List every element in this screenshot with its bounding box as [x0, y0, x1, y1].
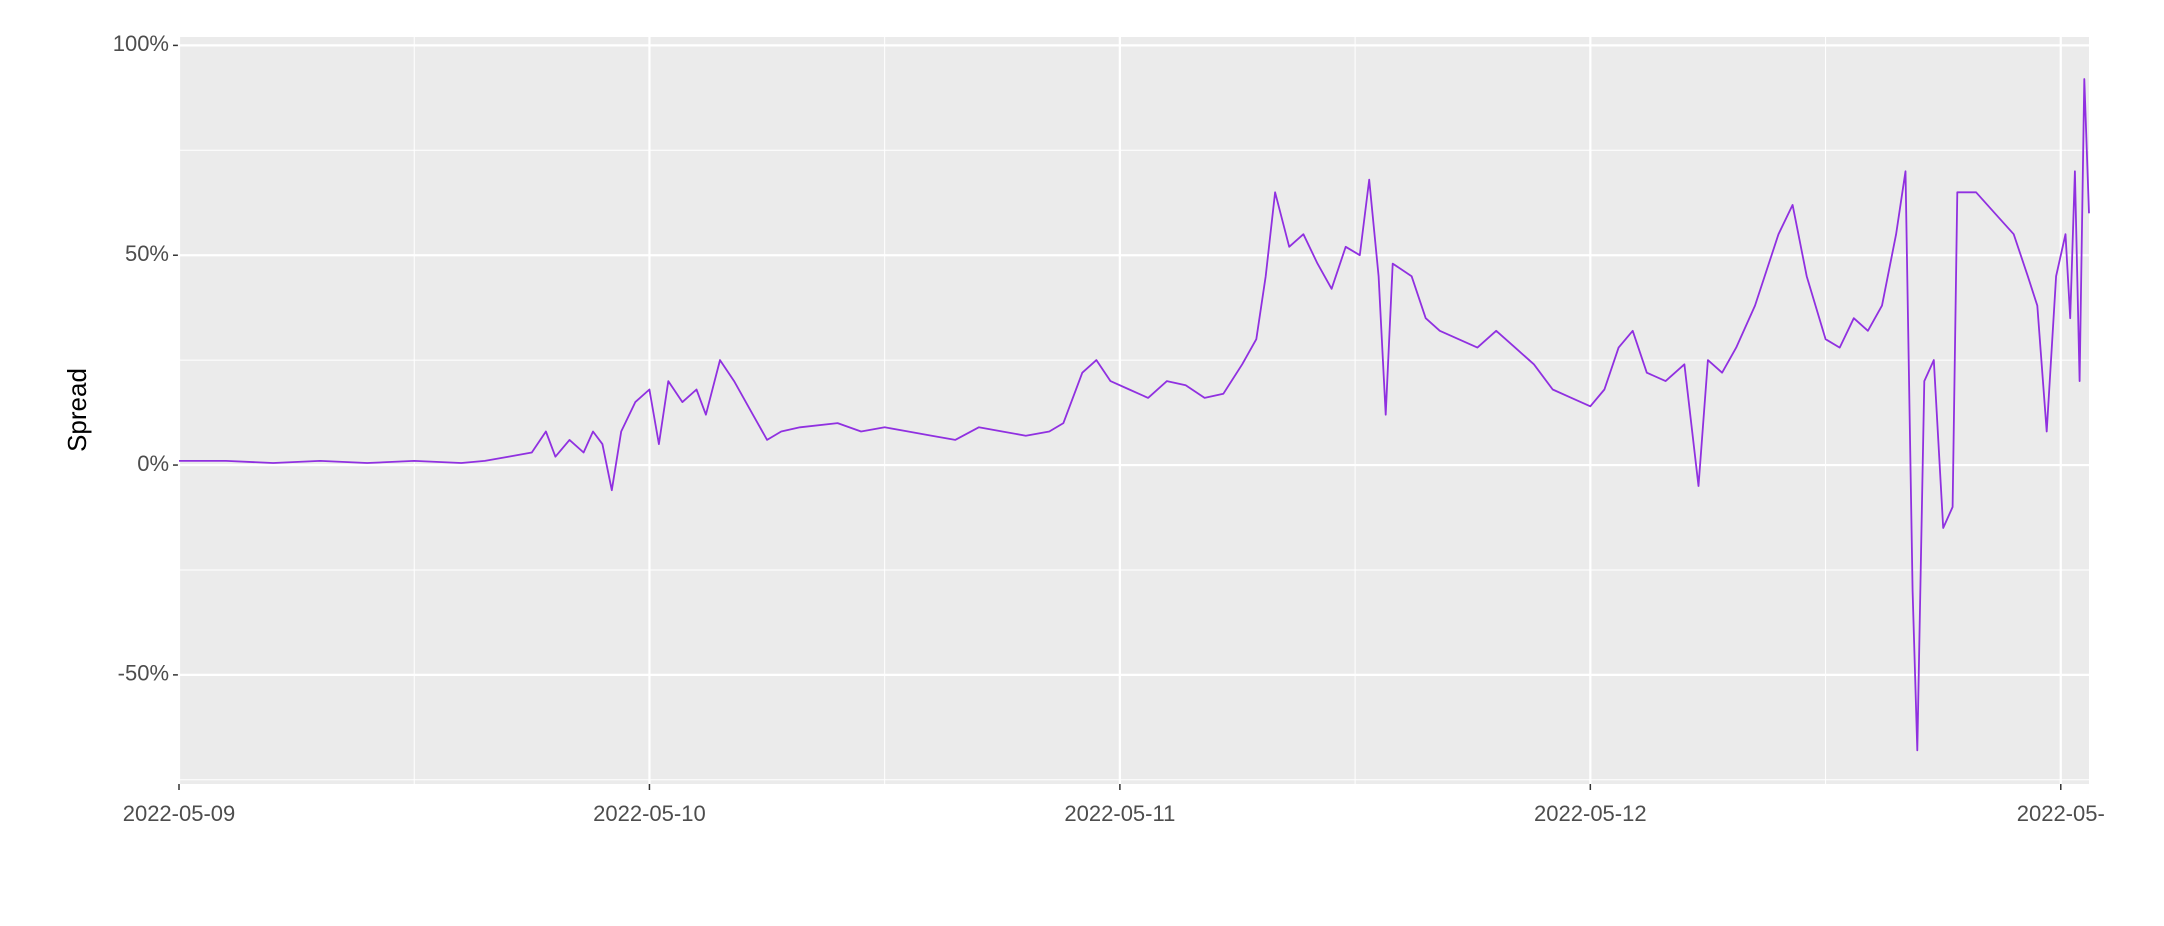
y-tick-label: 100%: [113, 31, 169, 56]
x-tick-label: 2022-05-09: [123, 801, 236, 826]
x-tick-label: 2022-05-12: [1534, 801, 1647, 826]
x-tick-label: 2022-05-11: [1064, 801, 1175, 826]
y-tick-label: -50%: [118, 661, 169, 686]
y-tick-label: 50%: [125, 241, 169, 266]
x-tick-label: 2022-05-10: [593, 801, 706, 826]
y-axis-title: Spread: [62, 368, 92, 452]
series-line: [179, 78, 2090, 752]
panel: [179, 37, 2089, 784]
x-tick-label: 2022-05-: [2017, 801, 2105, 826]
y-tick-label: 0%: [137, 451, 169, 476]
